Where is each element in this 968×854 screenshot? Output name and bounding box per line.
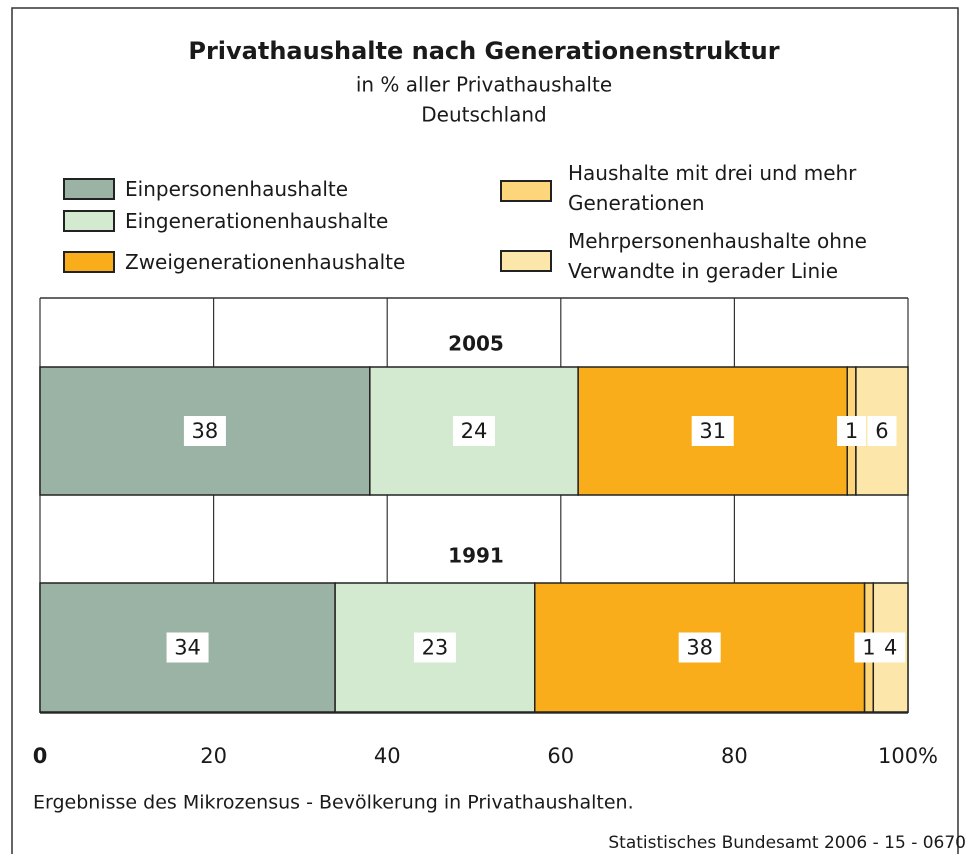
frame — [11, 7, 959, 854]
value-label-box — [678, 632, 721, 663]
footnote: Ergebnisse des Mikrozensus - Bevölkerung… — [33, 792, 634, 814]
value-label-box — [876, 632, 906, 663]
value-label-box — [166, 632, 209, 663]
source: Statistisches Bundesamt 2006 - 15 - 0670 — [608, 833, 966, 853]
legend-label: Einpersonenhaushalte — [125, 177, 349, 201]
legend-swatch — [500, 250, 552, 272]
value-label: 34 — [174, 636, 201, 660]
x-tick-label: 100% — [878, 744, 938, 768]
value-label: 1 — [845, 419, 858, 443]
x-tick-label: 20 — [200, 744, 227, 768]
value-label: 38 — [192, 419, 219, 443]
legend-label: Mehrpersonenhaushalte ohne Verwandte in … — [568, 229, 867, 283]
x-tick-label: 60 — [547, 744, 574, 768]
value-label: 31 — [699, 419, 726, 443]
x-tick-label: 80 — [721, 744, 748, 768]
value-label-box — [183, 416, 226, 446]
value-label-box — [837, 416, 867, 446]
x-tick-label: 40 — [374, 744, 401, 768]
value-label: 1 — [862, 636, 875, 660]
legend-label: Eingenerationenhaushalte — [125, 209, 389, 233]
legend-label: Zweigenerationenhaushalte — [125, 250, 406, 274]
value-label-box — [867, 416, 897, 446]
value-label-box — [413, 632, 456, 663]
legend-swatch — [500, 180, 552, 202]
x-tick-label: 0 — [33, 744, 48, 768]
category-label: 2005 — [448, 332, 504, 356]
legend-swatch — [63, 210, 115, 232]
subtitle: Deutschland — [421, 103, 547, 127]
legend-swatch — [63, 251, 115, 273]
value-label: 4 — [884, 636, 897, 660]
value-label-box — [453, 416, 495, 446]
subtitle: in % aller Privathaushalte — [356, 73, 612, 97]
value-label: 23 — [422, 636, 449, 660]
category-label: 1991 — [448, 544, 504, 568]
value-label: 6 — [875, 419, 888, 443]
legend-swatch — [63, 178, 115, 200]
value-label-box — [691, 416, 734, 446]
legend-label: Haushalte mit drei und mehr Generationen — [568, 161, 857, 215]
value-label: 24 — [461, 419, 488, 443]
bar-segment — [577, 366, 848, 496]
chart-title: Privathaushalte nach Generationenstruktu… — [188, 37, 779, 65]
value-label: 38 — [686, 636, 713, 660]
